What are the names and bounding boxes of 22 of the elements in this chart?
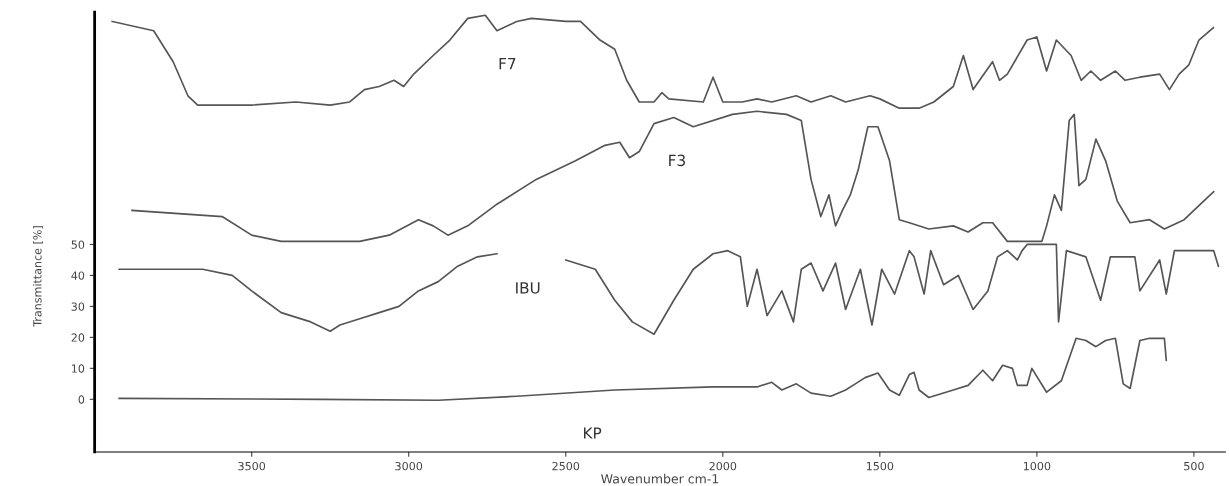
series-label: F7 <box>499 58 516 70</box>
text: IBU <box>516 282 540 294</box>
y-tick-label: 10 <box>71 364 85 373</box>
y-tick-label: 20 <box>71 333 85 342</box>
line-series <box>111 14 1215 110</box>
x-tick-label: 1000 <box>1023 461 1051 471</box>
y-tick-label: 30 <box>71 302 85 311</box>
series-label: F3 <box>669 154 685 167</box>
x-tick-label: 2500 <box>552 461 580 471</box>
x-tick-label: 1500 <box>866 461 894 471</box>
x-tick-label: 3000 <box>395 461 423 471</box>
y-tick-label: 0 <box>78 395 85 404</box>
x-tick-label: 3500 <box>238 461 266 471</box>
x-tick-label: 500 <box>1184 461 1204 471</box>
y-tick-label: 40 <box>71 271 85 280</box>
line-series <box>131 110 1215 243</box>
text: KP <box>584 427 602 439</box>
x-axis-title: Wavenumber cm-1 <box>601 473 719 484</box>
y-axis-title: Transmittance [%] <box>33 226 43 327</box>
line-series <box>118 337 1168 402</box>
y-tick-label: 50 <box>71 240 85 249</box>
x-tick-label: 2000 <box>709 461 737 471</box>
